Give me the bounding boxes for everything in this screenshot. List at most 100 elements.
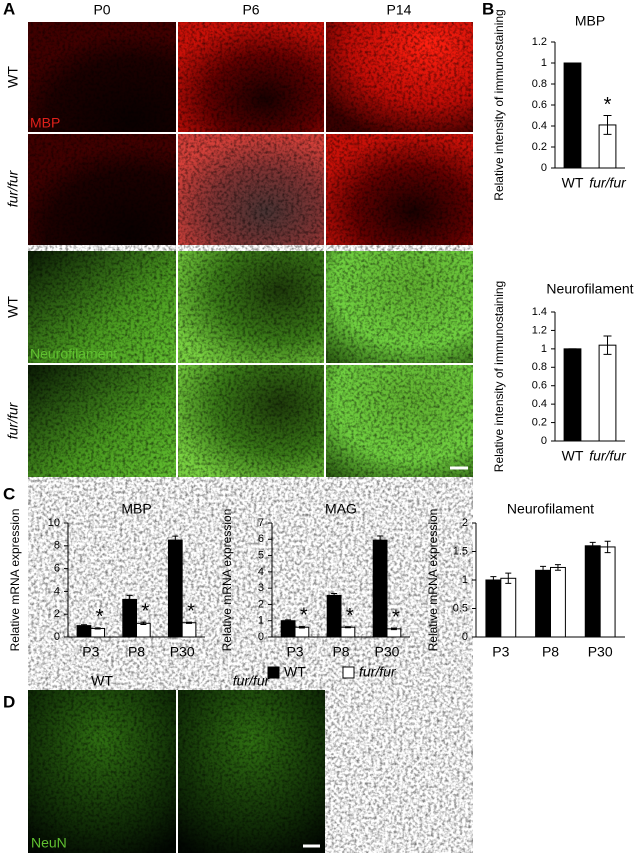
y-tick-label: 2 bbox=[258, 598, 264, 610]
y-tick-label: 4 bbox=[258, 566, 264, 578]
annotation: * bbox=[392, 606, 400, 628]
error-bar bbox=[377, 535, 384, 545]
error-bar bbox=[298, 625, 305, 629]
annotation: * bbox=[604, 94, 612, 116]
bar bbox=[326, 594, 342, 638]
y-tick-label: 1.5 bbox=[453, 545, 468, 557]
panel-label: D bbox=[3, 692, 15, 711]
bar bbox=[598, 344, 617, 442]
y-tick-label: 1 bbox=[541, 343, 547, 355]
y-tick-label: 1.2 bbox=[532, 324, 547, 336]
error-bar bbox=[172, 535, 179, 545]
y-tick-label: 1 bbox=[462, 574, 468, 586]
y-tick-label: 0 bbox=[258, 631, 264, 643]
bar bbox=[563, 348, 582, 442]
legend-label: WT bbox=[284, 664, 306, 680]
y-tick-label: 0.4 bbox=[532, 398, 547, 410]
bar bbox=[550, 566, 566, 638]
y-tick-label: 5 bbox=[258, 549, 264, 561]
annotation: * bbox=[96, 606, 104, 628]
y-tick-label: 10 bbox=[48, 517, 60, 529]
panel-label: C bbox=[3, 484, 15, 503]
divider bbox=[324, 22, 326, 477]
column-label: P6 bbox=[242, 2, 259, 18]
bar bbox=[76, 625, 92, 638]
error-bar bbox=[554, 564, 561, 571]
chart-title: MBP bbox=[121, 501, 151, 517]
error-bar bbox=[344, 626, 351, 629]
x-tick-label: P30 bbox=[170, 644, 195, 660]
y-tick-label: 0.8 bbox=[532, 78, 547, 90]
y-axis-label: Relative mRNA expression bbox=[8, 509, 22, 652]
y-axis-label: Relative mRNA expression bbox=[426, 509, 440, 652]
bar bbox=[136, 622, 151, 638]
y-tick-label: 3 bbox=[258, 582, 264, 594]
bar bbox=[122, 598, 138, 638]
annotation: * bbox=[187, 600, 195, 622]
column-label: P0 bbox=[93, 2, 110, 18]
y-axis-label: Relative mRNA expression bbox=[220, 509, 234, 652]
bar bbox=[372, 539, 388, 638]
y-tick-label: 0 bbox=[541, 162, 547, 174]
y-tick-label: 0.2 bbox=[532, 141, 547, 153]
annotation: * bbox=[141, 600, 149, 622]
error-bar bbox=[589, 541, 596, 550]
x-tick-label: P30 bbox=[588, 644, 613, 660]
bar bbox=[280, 620, 296, 638]
bar bbox=[485, 579, 502, 638]
y-tick-label: 0.4 bbox=[532, 120, 547, 132]
row-label: fur/fur bbox=[5, 169, 21, 207]
bar bbox=[563, 62, 582, 169]
annotation: * bbox=[300, 605, 308, 627]
stain-label: Neurofilament bbox=[30, 346, 117, 362]
stain-label: MBP bbox=[30, 115, 60, 131]
panel-label: B bbox=[482, 0, 494, 18]
column-label: P14 bbox=[387, 2, 412, 18]
y-tick-label: 1 bbox=[258, 615, 264, 627]
y-tick-label: 0.6 bbox=[532, 380, 547, 392]
y-tick-label: 0.2 bbox=[532, 416, 547, 428]
y-tick-label: 6 bbox=[258, 533, 264, 545]
error-bar bbox=[603, 115, 612, 135]
y-tick-label: 1.4 bbox=[532, 306, 547, 318]
error-bar bbox=[126, 594, 133, 604]
error-bar bbox=[603, 335, 612, 355]
bar bbox=[599, 546, 616, 638]
micrographs bbox=[28, 22, 473, 853]
y-tick-label: 8 bbox=[54, 540, 60, 552]
bar bbox=[535, 569, 551, 638]
error-bar bbox=[285, 619, 292, 623]
y-tick-label: 6 bbox=[54, 563, 60, 575]
column-label: WT bbox=[91, 673, 113, 689]
x-tick-label: fur/fur bbox=[589, 175, 627, 191]
y-tick-label: 0 bbox=[462, 631, 468, 643]
annotation: * bbox=[346, 605, 354, 627]
bar bbox=[584, 545, 601, 638]
row-label: WT bbox=[5, 296, 21, 318]
y-tick-label: 4 bbox=[54, 585, 60, 597]
bar bbox=[340, 626, 356, 638]
error-bar bbox=[490, 576, 497, 584]
divider bbox=[176, 22, 178, 477]
panel-label: A bbox=[3, 0, 15, 18]
chart-title: MBP bbox=[575, 13, 605, 29]
x-tick-label: P8 bbox=[128, 644, 145, 660]
divider bbox=[28, 363, 473, 365]
legend-swatch bbox=[342, 666, 355, 679]
bar bbox=[294, 626, 310, 638]
x-tick-label: P8 bbox=[332, 644, 349, 660]
y-tick-label: 0.5 bbox=[453, 602, 468, 614]
chart-title: MAG bbox=[325, 501, 357, 517]
x-tick-label: WT bbox=[562, 175, 584, 191]
divider bbox=[28, 132, 473, 134]
row-label: WT bbox=[5, 66, 21, 88]
error-bar bbox=[505, 572, 512, 584]
error-bar bbox=[390, 627, 397, 631]
bar bbox=[181, 622, 197, 638]
y-tick-label: 0.6 bbox=[532, 99, 547, 111]
x-tick-label: fur/fur bbox=[589, 448, 627, 464]
y-tick-label: 0 bbox=[54, 631, 60, 643]
error-bar bbox=[540, 565, 547, 575]
divider bbox=[176, 690, 178, 853]
